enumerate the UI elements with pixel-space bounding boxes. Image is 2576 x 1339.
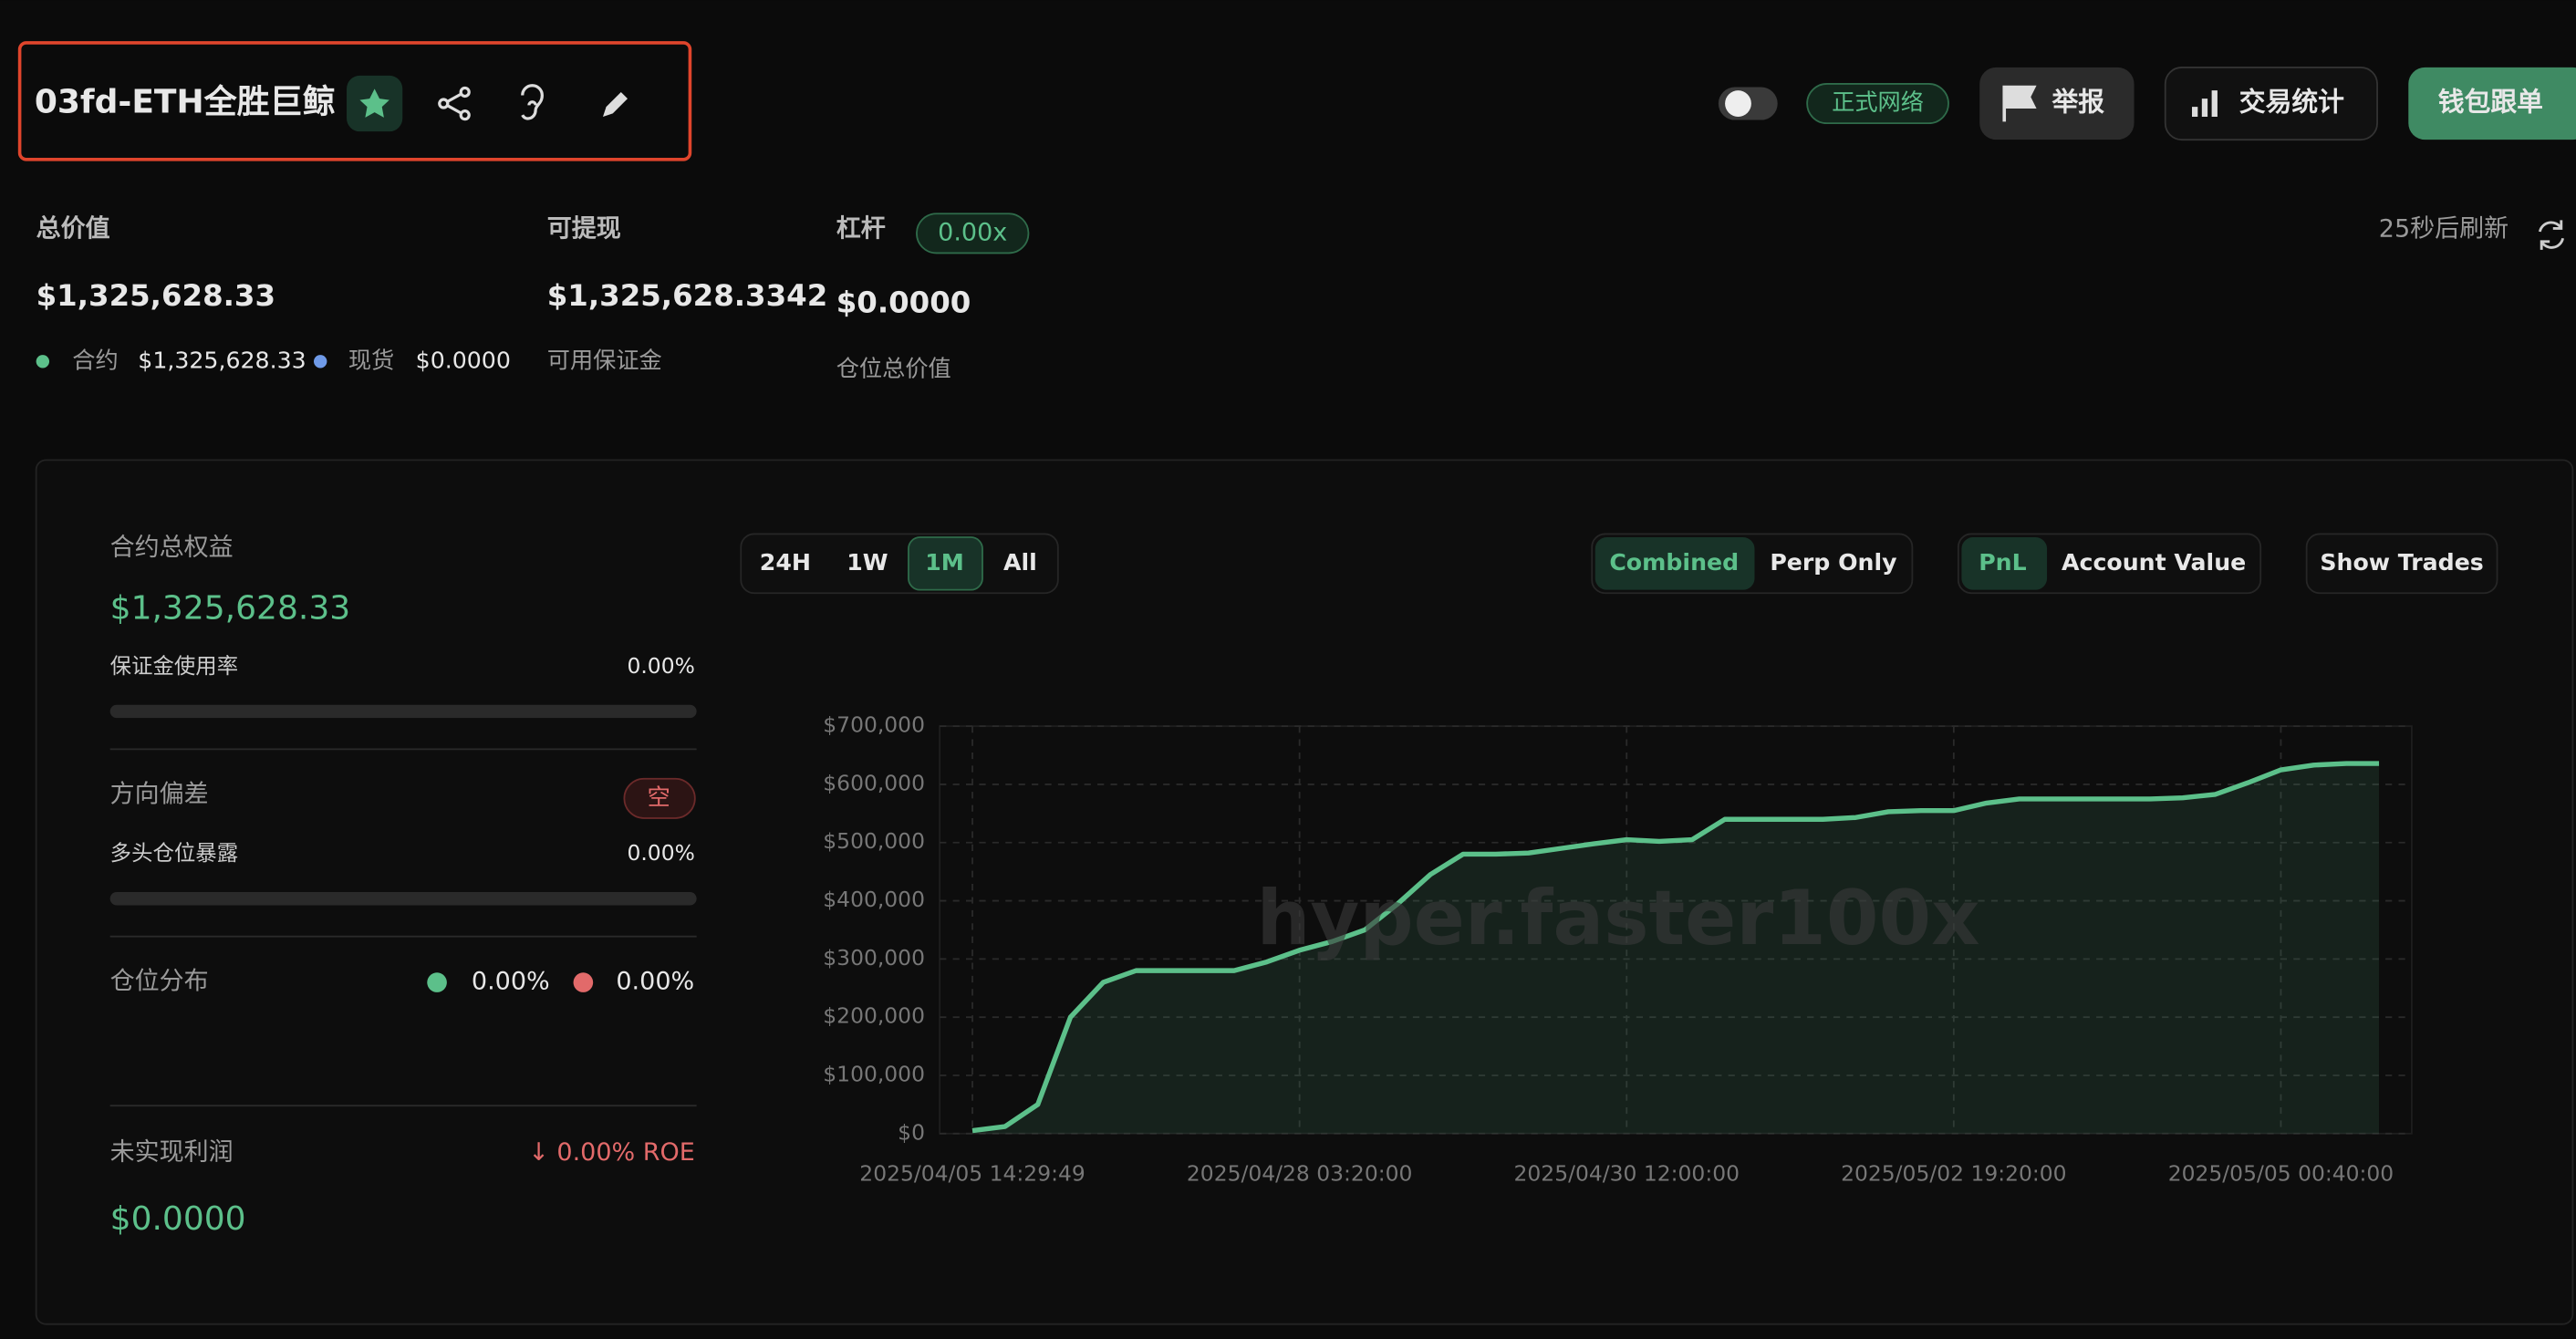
range-button[interactable]: 24H [760,549,811,576]
stat-value: $1,325,628.33 [36,278,275,313]
mode-active [1594,537,1755,590]
y-tick-label: $600,000 [823,770,925,795]
watermark: hyper.faster100x [1256,874,1979,962]
stat-value: $1,325,628.3342 [547,278,828,313]
chart: $0 $100,000 $200,000 $300,000 $400,000 $500,0… [823,712,2413,1186]
stat-note: 可用保证金 [547,347,662,373]
edit-icon[interactable] [602,91,628,117]
area [972,763,2380,1134]
y-tick-label: $0 [898,1119,925,1145]
unrealized-value: $0.0000 [110,1200,246,1238]
roe: ↓ 0.00% ROE [528,1138,695,1167]
range-button[interactable]: All [1003,549,1037,576]
stat-label: 可提现 [547,215,621,244]
metric-value: 0.00% [627,653,694,679]
refresh-label: 25秒后刷新 [2379,215,2508,244]
stat-sub-label: 合约 [72,347,118,373]
distribution-value: 0.00% [472,968,550,996]
stats-button[interactable] [2164,67,2378,141]
bias-value: 空 [648,784,670,810]
range-active [908,536,983,591]
copy-button[interactable] [2408,67,2576,140]
dot [573,972,594,992]
star-icon [359,88,390,118]
metric-active [1961,537,2048,590]
x-tick-label: 2025/05/02 19:20:00 [1841,1160,2066,1186]
stat-value: $0.0000 [836,285,971,319]
mode-button[interactable]: Perp Only [1770,549,1896,576]
bias-badge [623,777,696,819]
refresh-icon[interactable] [2538,220,2565,250]
trades-button-box [2305,533,2498,595]
highlight-box [17,41,692,161]
y-tick-label: $500,000 [823,828,925,854]
panel [35,459,2574,1325]
copy-label: 钱包跟单 [2438,87,2543,118]
x-tick-label: 2025/04/28 03:20:00 [1187,1160,1412,1186]
wallet-title: 03fd-ETH全胜巨鲸 [35,83,336,121]
stats-label: 交易统计 [2239,87,2344,118]
network-label: 正式网络 [1832,89,1924,116]
flag-icon [2002,85,2037,122]
range-button[interactable]: 1M [925,549,964,576]
show-trades-button[interactable]: Show Trades [2320,549,2483,576]
dot [36,355,50,368]
panel-label: 仓位分布 [110,968,209,996]
metric-label: 保证金使用率 [110,653,238,679]
y-tick-label: $200,000 [823,1003,925,1029]
y-tick-label: $400,000 [823,887,925,912]
report-label: 举报 [2051,87,2104,118]
x-tick-label: 2025/04/05 14:29:49 [859,1160,1085,1186]
stat-label: 杠杆 [836,215,886,244]
x-tick-label: 2025/04/30 12:00:00 [1514,1160,1740,1186]
stat-sub-value: $1,325,628.33 [138,347,306,373]
x-tick-label: 2025/05/05 00:40:00 [2168,1160,2394,1186]
progress-bar [109,704,697,719]
panel-label: 方向偏差 [110,780,209,808]
stat-label: 总价值 [36,215,110,244]
listen-icon[interactable] [521,84,544,120]
panel-label: 未实现利润 [110,1138,234,1167]
equity-value: $1,325,628.33 [110,589,351,627]
stat-sub-label: 现货 [348,347,394,373]
metric-button[interactable]: PnL [1979,549,2026,576]
bars-icon [2192,90,2218,117]
stat-sub-value: $0.0000 [416,347,511,373]
progress-bar [109,892,697,906]
mode-button[interactable]: Combined [1609,549,1739,576]
y-tick-label: $100,000 [823,1061,925,1086]
y-tick-label: $700,000 [823,712,925,738]
stat-note: 仓位总价值 [836,355,951,381]
leverage-value: 0.00x [938,218,1007,246]
line [971,761,2380,1134]
share-icon[interactable] [438,86,471,121]
dot [427,972,447,992]
metric-button[interactable]: Account Value [2062,549,2246,576]
distribution-value: 0.00% [616,968,694,996]
leverage-badge [916,213,1030,254]
range-button[interactable]: 1W [847,549,888,576]
metric-label: 多头仓位暴露 [110,840,238,866]
dot [313,355,327,368]
toggle-knob [1725,90,1751,117]
metric-value: 0.00% [627,840,694,866]
network-badge [1806,83,1949,125]
panel-label: 合约总权益 [110,534,234,562]
y-tick-label: $300,000 [823,945,925,971]
